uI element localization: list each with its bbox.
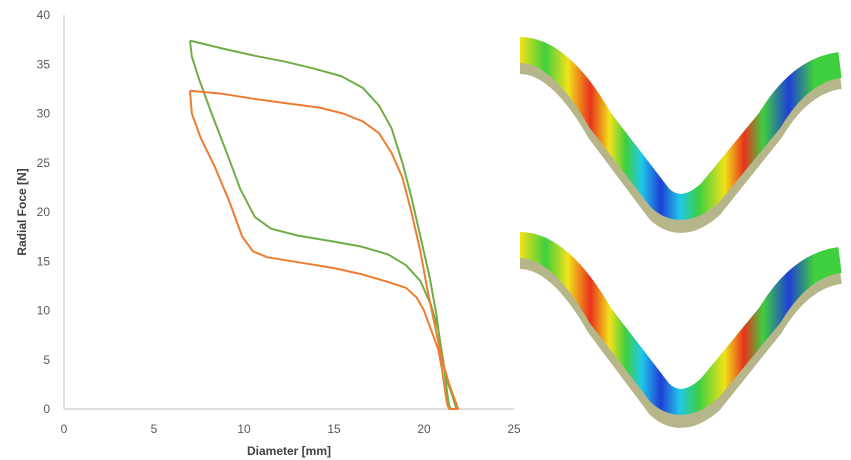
radial-force-chart: 0 5 10 15 20 25 30 35 40 0 5 10 15 20 25 Diameter [mm… [15,8,521,458]
x-tick-label: 10 [237,422,251,436]
x-tick-labels: 0 5 10 15 20 25 [61,422,521,436]
y-axis-title: Radial Foce [N] [15,168,29,255]
y-tick-label: 15 [37,254,51,268]
fea-stress-renderings [518,37,843,428]
y-tick-labels: 0 5 10 15 20 25 30 35 40 [37,8,51,416]
x-tick-label: 5 [151,422,158,436]
x-axis-title: Diameter [mm] [247,444,331,458]
x-tick-label: 0 [61,422,68,436]
x-tick-label: 25 [507,422,521,436]
series-line-1 [189,39,458,410]
fea-strut-top [518,37,843,233]
x-tick-label: 15 [327,422,341,436]
y-tick-label: 25 [37,156,51,170]
y-tick-label: 40 [37,8,51,22]
y-tick-label: 35 [37,57,51,71]
series-group [189,39,460,410]
series-line-2 [189,89,460,410]
y-tick-label: 5 [43,353,50,367]
y-tick-label: 20 [37,205,51,219]
x-tick-label: 20 [417,422,431,436]
y-tick-label: 0 [43,402,50,416]
y-tick-label: 10 [37,304,51,318]
y-tick-label: 30 [37,107,51,121]
fea-strut-bottom [518,232,843,428]
plot-area: 0 5 10 15 20 25 30 35 40 0 5 10 15 20 25 [37,8,521,436]
